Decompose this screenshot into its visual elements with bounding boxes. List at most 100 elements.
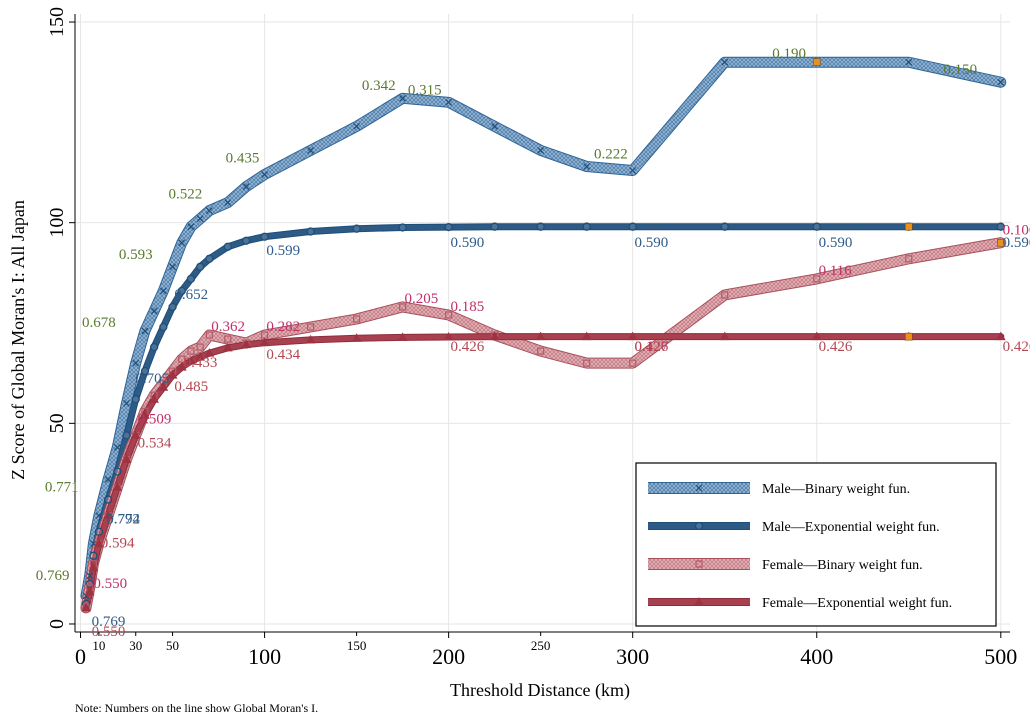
data-label: 0.426 [635,339,669,355]
marker-triangle [81,602,91,612]
data-label: 0.705 [135,371,169,387]
marker-triangle [195,352,206,361]
data-point [629,359,637,367]
x-tick-label: 100 [248,644,281,669]
data-point [261,171,269,178]
marker-square [445,311,453,319]
data-label: 0.774 [106,512,140,528]
data-point [187,223,195,231]
y-axis-label: Z Score of Global Moran's I: All Japan [8,200,28,480]
data-point [205,207,213,215]
data-point [176,362,187,371]
data-point [491,122,499,130]
marker-circle [720,222,729,231]
x-minor-tick-label: 30 [129,638,142,653]
data-label: 0.593 [119,247,153,263]
x-tick-label: 0 [75,644,86,669]
marker-circle [398,223,407,232]
marker-triangle [140,410,150,419]
data-label: 0.678 [82,315,116,331]
data-point [222,342,233,352]
data-point [168,302,177,312]
data-point [196,343,204,351]
marker-x [721,58,729,66]
data-point [306,227,315,236]
marker-triangle [811,331,822,341]
marker-triangle [158,382,169,391]
data-point [131,395,140,404]
marker-triangle [204,348,215,357]
data-point [353,315,361,323]
data-point [195,352,206,361]
data-point [445,98,453,106]
marker-x [695,484,703,492]
data-point [159,322,168,332]
data-point [140,367,150,376]
data-point [720,222,729,231]
data-label: 0.771 [45,480,79,496]
data-point [629,167,637,174]
data-point [489,331,500,341]
data-point [352,224,361,233]
legend-entry: Male—Exponential weight fun. [648,520,940,535]
data-label: 0.150 [943,62,977,78]
data-point [242,236,251,245]
marker-x [104,476,112,483]
marker-x [141,327,149,335]
data-point [205,331,213,339]
legend-entry: Female—Exponential weight fun. [648,596,952,611]
marker-triangle [94,538,104,548]
y-tick-label: 0 [46,619,68,629]
data-point [399,303,407,311]
legend-entry: Female—Binary weight fun. [648,558,923,573]
data-point [113,467,122,476]
data-point [721,58,729,66]
data-point [537,147,545,154]
marker-triangle [995,331,1006,341]
axes: 0 50 100 150 0 100 200 300 400 500 10 30 50 150 250 [46,7,1017,669]
marker-square [399,303,407,311]
marker-square [629,359,637,367]
marker-square [306,323,315,331]
marker-x [261,171,269,178]
marker-x [399,94,407,102]
data-label: 0.599 [266,243,300,259]
data-point [995,331,1006,341]
marker-triangle [176,362,187,371]
data-point [535,331,546,341]
data-point [490,222,499,231]
marker-circle [131,395,140,404]
marker-triangle [112,482,123,492]
legend-entry: Male—Binary weight fun. [648,482,910,497]
marker-square [196,343,204,351]
data-point [583,359,591,367]
data-point [242,183,250,190]
data-point [196,262,205,271]
data-point [186,356,196,365]
marker-square [695,560,703,568]
data-point [141,327,149,335]
marker-circle [149,342,159,352]
x-tick-label: 300 [616,644,649,669]
data-point [149,394,160,403]
marker-circle [352,224,361,233]
marker-x [353,122,361,130]
legend-label: Male—Exponential weight fun. [762,520,940,535]
marker-triangle [351,333,362,342]
data-point [149,342,159,352]
marker-circle [242,236,251,245]
data-label: 0.769 [36,568,70,584]
x-minor-tick-label: 250 [531,638,551,653]
data-label: 0.426 [450,339,484,355]
data-point [196,215,204,223]
marker-x [196,215,204,223]
marker-triangle [186,356,196,365]
marker-circle [490,222,499,231]
legend-label: Male—Binary weight fun. [762,482,910,497]
marker-circle [582,222,591,231]
series-markers [81,58,1006,612]
data-point [259,337,270,347]
data-label: 0.590 [819,235,853,251]
marker-square [721,291,729,299]
data-point [159,287,167,295]
